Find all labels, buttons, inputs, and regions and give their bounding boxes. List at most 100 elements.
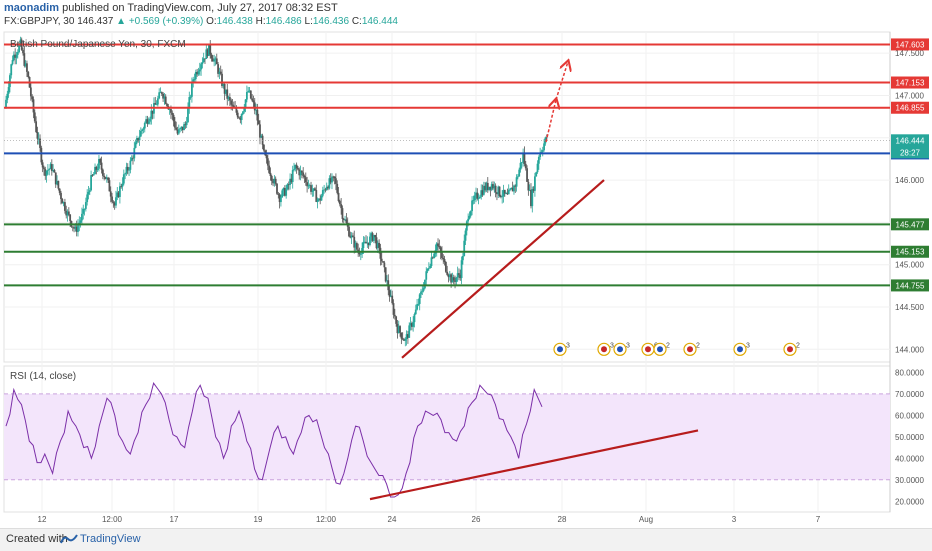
candle-body [240,114,243,120]
candle-body [132,157,134,159]
candle-body [386,280,388,282]
candle-body [193,79,196,80]
candle-body [10,64,13,76]
candle-body [392,303,395,315]
candle-body [214,58,217,60]
candle-body [443,259,446,263]
candle-body [484,185,487,191]
candle-body [84,202,87,209]
candle-body [454,280,456,282]
candle-body [471,200,473,212]
candle-body [439,247,442,253]
candle-body [211,58,214,62]
candle-body [227,97,230,99]
price-pane [3,31,891,363]
event-flag-dot [645,346,651,353]
candle-body [105,177,108,179]
candle-body [435,243,438,251]
candle-body [117,192,120,197]
candle-body [451,277,454,283]
candle-body [104,176,107,179]
candle-body [374,234,377,238]
candle-body [475,192,477,196]
level-price-badge [891,218,929,231]
candle-body [221,73,223,87]
chart-header: maonadim published on TradingView.com, J… [0,0,932,30]
candle-body [417,303,420,305]
candle-body [23,53,26,66]
candle-body [403,339,405,341]
candle-body [156,98,159,105]
price-tick-label: 145.000 [895,261,924,270]
tradingview-brand-link[interactable]: TradingView [80,533,141,545]
price-chart[interactable]: 147.500147.000146.500146.000145.500145.0… [0,0,932,528]
candle-body [277,193,280,195]
candle-body [450,274,453,283]
candle-body [24,63,27,66]
candle-body [469,211,472,216]
candle-body [448,274,451,278]
candle-body [376,242,379,249]
candle-body [43,167,45,170]
candle-body [522,152,525,163]
candle-body [363,241,366,243]
candle-body [244,99,247,109]
candle-body [540,151,543,153]
candle-body [139,130,142,137]
candle-body [391,295,394,304]
time-tick-label: 17 [170,515,179,524]
candle-body [465,221,468,231]
candle-body [232,105,235,108]
candle-body [225,89,227,94]
candle-body [528,189,531,191]
candle-body [323,189,326,191]
candle-body [249,90,252,99]
candle-body [291,170,294,183]
level-price-label: 147.153 [896,79,925,88]
candle-body [511,187,514,192]
candle-body [247,91,250,93]
candle-body [100,162,103,170]
candle-body [164,96,167,104]
author-link[interactable]: maonadim [4,2,60,14]
candle-body [146,119,149,124]
candle-body [206,49,209,56]
candle-body [314,188,316,191]
candle-body [325,186,328,190]
event-count-label: 2 [796,342,800,349]
candle-body [61,199,64,204]
candle-body [530,189,532,207]
candle-body [56,180,58,185]
candle-body [499,195,502,198]
candle-body [352,235,354,237]
candle-body [270,176,273,181]
candle-body [231,104,234,106]
candle-body [248,90,251,92]
symbol-label: FX:GBPJPY, 30 [4,16,75,27]
candle-body [210,54,213,59]
level-price-label: 146.855 [896,104,925,113]
candle-body [280,197,282,203]
candle-body [53,169,56,173]
candle-body [252,100,255,103]
candle-body [355,243,358,250]
candle-body [437,243,439,247]
event-count-label: 3 [746,342,750,349]
candle-body [336,183,339,193]
candle-body [274,178,277,184]
candle-body [527,181,530,191]
candle-body [149,118,151,122]
candle-body [329,178,332,183]
candle-body [222,83,225,87]
candle-body [62,202,65,204]
event-count-label: 3 [626,342,630,349]
candle-body [65,210,68,216]
level-price-badge [891,245,929,258]
candle-body [245,92,248,100]
candle-body [543,143,545,151]
candle-body [473,195,476,201]
candle-body [477,198,480,199]
candle-body [287,184,290,186]
candle-body [537,157,540,164]
candle-body [515,177,518,187]
